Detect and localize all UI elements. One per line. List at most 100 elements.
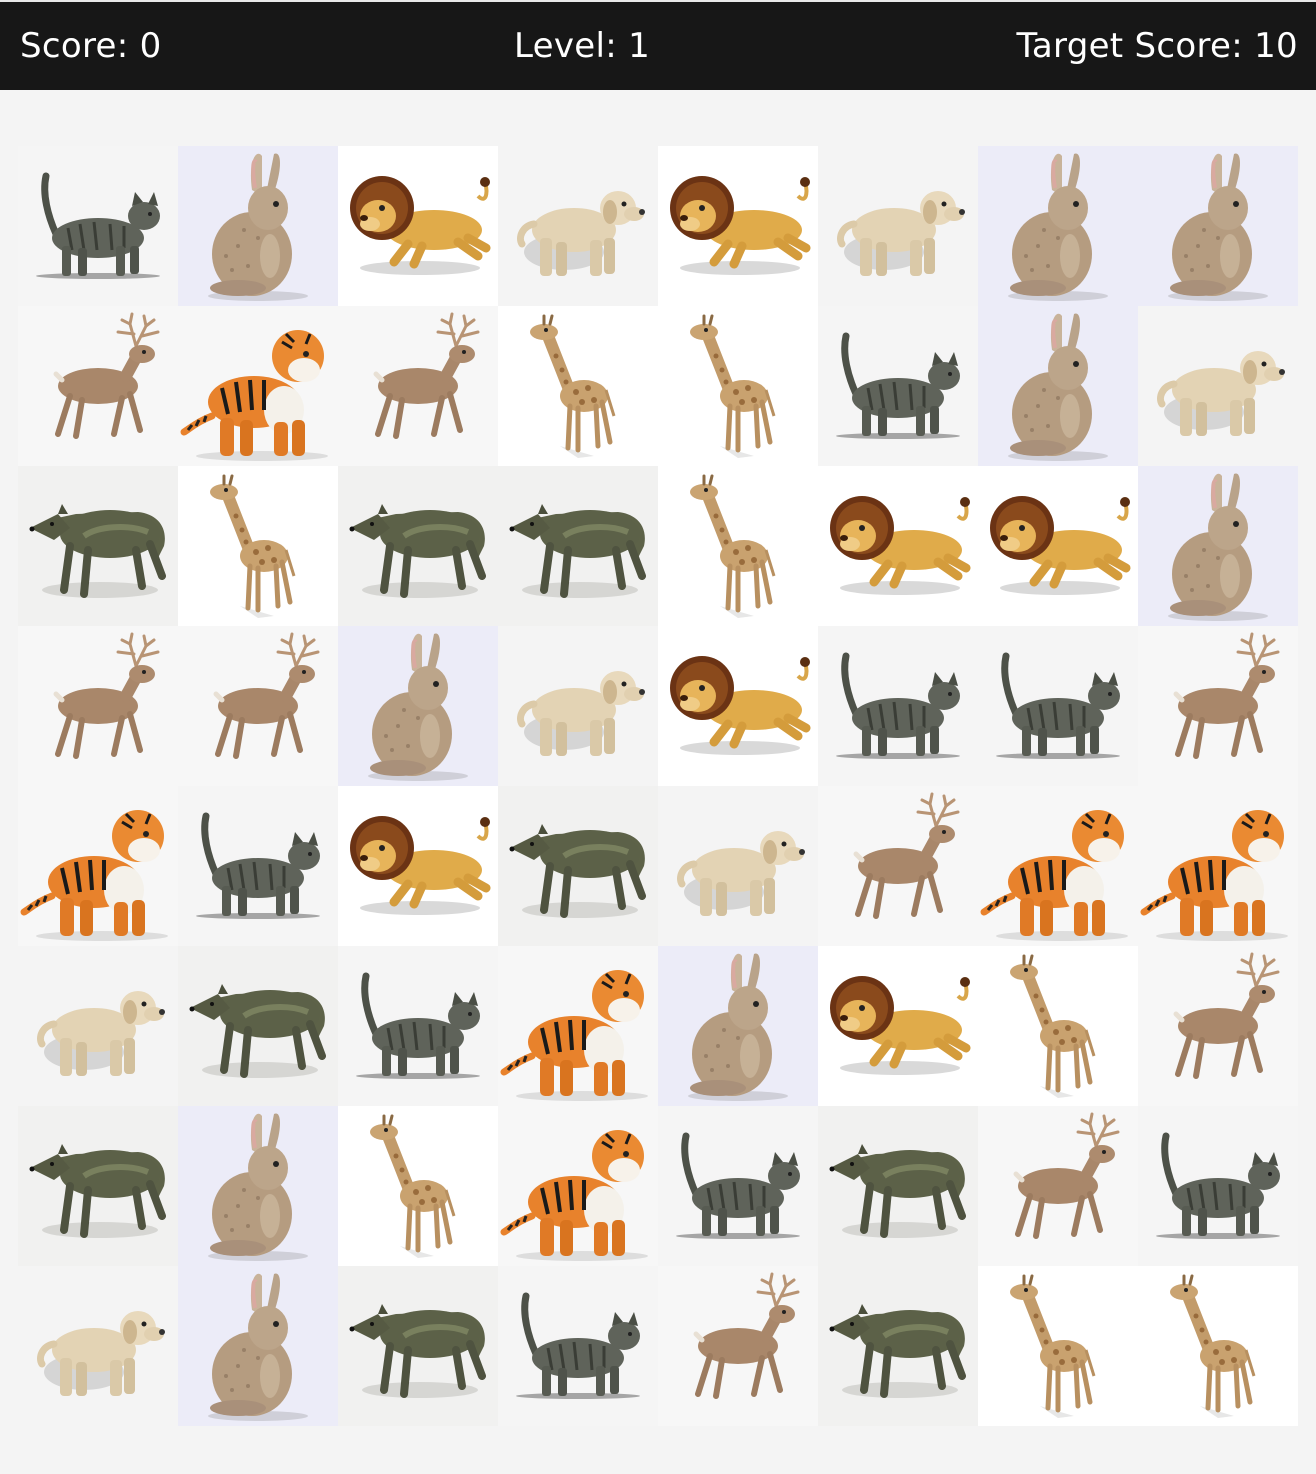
wolf-tile[interactable] (338, 1266, 498, 1426)
cat-tile[interactable] (178, 786, 338, 946)
lion-tile[interactable] (658, 146, 818, 306)
wolf-icon (349, 1304, 486, 1398)
giraffe-icon (690, 314, 776, 458)
lion-icon (830, 976, 971, 1075)
giraffe-icon (370, 1114, 456, 1258)
wolf-icon (29, 504, 166, 598)
wolf-icon (189, 984, 326, 1078)
deer-tile[interactable] (1138, 626, 1298, 786)
rabbit-icon (1168, 473, 1268, 621)
cat-tile[interactable] (338, 946, 498, 1106)
giraffe-icon (210, 474, 296, 618)
tiger-tile[interactable] (978, 786, 1138, 946)
tiger-tile[interactable] (498, 946, 658, 1106)
dog-icon (677, 831, 805, 916)
deer-tile[interactable] (178, 626, 338, 786)
rabbit-tile[interactable] (338, 626, 498, 786)
giraffe-tile[interactable] (178, 466, 338, 626)
deer-tile[interactable] (1138, 946, 1298, 1106)
dog-tile[interactable] (18, 1266, 178, 1426)
cat-tile[interactable] (978, 626, 1138, 786)
giraffe-tile[interactable] (498, 306, 658, 466)
wolf-tile[interactable] (498, 466, 658, 626)
lion-tile[interactable] (818, 946, 978, 1106)
tiger-tile[interactable] (18, 786, 178, 946)
rabbit-icon (368, 633, 468, 781)
cat-icon (36, 172, 160, 279)
tiger-icon (20, 810, 168, 941)
tiger-tile[interactable] (1138, 786, 1298, 946)
lion-icon (350, 816, 491, 915)
giraffe-tile[interactable] (978, 946, 1138, 1106)
deer-icon (693, 1272, 800, 1399)
deer-icon (853, 792, 960, 919)
cat-tile[interactable] (1138, 1106, 1298, 1266)
game-board (18, 146, 1298, 1426)
lion-tile[interactable] (338, 146, 498, 306)
giraffe-icon (530, 314, 616, 458)
rabbit-tile[interactable] (1138, 466, 1298, 626)
wolf-tile[interactable] (818, 1266, 978, 1426)
giraffe-tile[interactable] (658, 466, 818, 626)
deer-tile[interactable] (18, 626, 178, 786)
dog-tile[interactable] (498, 146, 658, 306)
giraffe-icon (1010, 954, 1096, 1098)
cat-tile[interactable] (18, 146, 178, 306)
wolf-tile[interactable] (818, 1106, 978, 1266)
wolf-tile[interactable] (18, 1106, 178, 1266)
deer-tile[interactable] (338, 306, 498, 466)
wolf-icon (829, 1144, 966, 1238)
deer-tile[interactable] (18, 306, 178, 466)
lion-tile[interactable] (818, 466, 978, 626)
giraffe-icon (1010, 1274, 1096, 1418)
dog-tile[interactable] (818, 146, 978, 306)
rabbit-tile[interactable] (178, 1266, 338, 1426)
rabbit-tile[interactable] (978, 146, 1138, 306)
giraffe-tile[interactable] (978, 1266, 1138, 1426)
dog-icon (1157, 351, 1285, 436)
score-display: Score: 0 (20, 26, 162, 66)
rabbit-tile[interactable] (178, 146, 338, 306)
dog-tile[interactable] (18, 946, 178, 1106)
lion-tile[interactable] (338, 786, 498, 946)
giraffe-tile[interactable] (658, 306, 818, 466)
hud-bar: Score: 0 Level: 1 Target Score: 10 (0, 2, 1316, 90)
lion-icon (990, 496, 1131, 595)
cat-tile[interactable] (818, 306, 978, 466)
rabbit-tile[interactable] (1138, 146, 1298, 306)
rabbit-tile[interactable] (658, 946, 818, 1106)
wolf-tile[interactable] (178, 946, 338, 1106)
lion-icon (350, 176, 491, 275)
tiger-tile[interactable] (498, 1106, 658, 1266)
rabbit-icon (208, 1113, 308, 1261)
tiger-icon (500, 970, 648, 1101)
deer-icon (53, 312, 160, 439)
cat-icon (356, 972, 480, 1079)
tiger-tile[interactable] (178, 306, 338, 466)
rabbit-tile[interactable] (978, 306, 1138, 466)
wolf-tile[interactable] (338, 466, 498, 626)
deer-tile[interactable] (978, 1106, 1138, 1266)
giraffe-tile[interactable] (1138, 1266, 1298, 1426)
cat-icon (996, 652, 1120, 759)
rabbit-icon (1008, 313, 1108, 461)
deer-tile[interactable] (658, 1266, 818, 1426)
cat-icon (836, 652, 960, 759)
cat-tile[interactable] (498, 1266, 658, 1426)
lion-icon (830, 496, 971, 595)
giraffe-tile[interactable] (338, 1106, 498, 1266)
wolf-icon (509, 504, 646, 598)
wolf-tile[interactable] (498, 786, 658, 946)
cat-tile[interactable] (818, 626, 978, 786)
dog-tile[interactable] (1138, 306, 1298, 466)
top-border (0, 0, 1316, 2)
lion-tile[interactable] (978, 466, 1138, 626)
cat-tile[interactable] (658, 1106, 818, 1266)
dog-tile[interactable] (498, 626, 658, 786)
rabbit-tile[interactable] (178, 1106, 338, 1266)
wolf-tile[interactable] (18, 466, 178, 626)
dog-tile[interactable] (658, 786, 818, 946)
deer-tile[interactable] (818, 786, 978, 946)
tiger-icon (1140, 810, 1288, 941)
lion-tile[interactable] (658, 626, 818, 786)
